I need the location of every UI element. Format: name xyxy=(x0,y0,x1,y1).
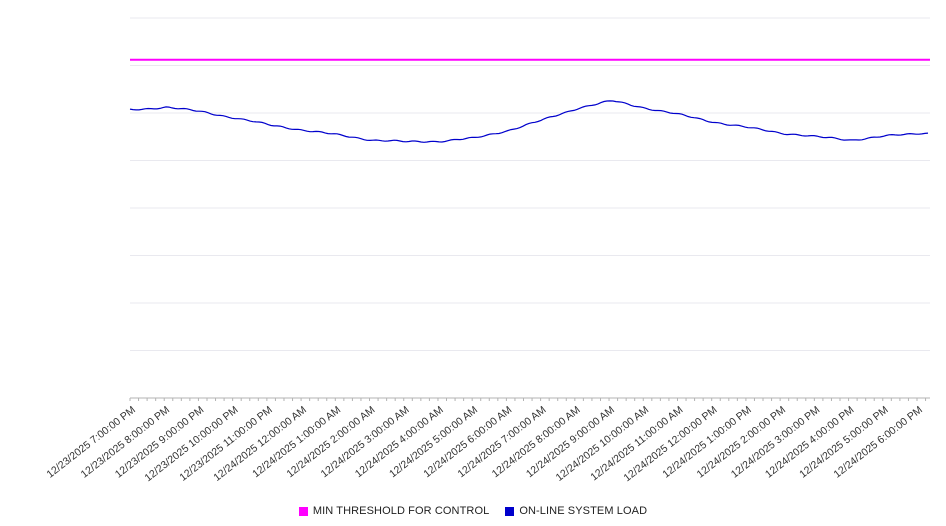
load-line xyxy=(129,100,929,143)
threshold-legend-swatch xyxy=(298,506,308,516)
threshold-legend-label: MIN THRESHOLD FOR CONTROL xyxy=(312,505,490,517)
legend-item-load[interactable]: ON-LINE SYSTEM LOAD xyxy=(505,505,647,517)
chart-legend: MIN THRESHOLD FOR CONTROL ON-LINE SYSTEM… xyxy=(0,505,946,517)
load-legend-swatch xyxy=(505,506,515,516)
legend-item-threshold[interactable]: MIN THRESHOLD FOR CONTROL xyxy=(298,505,490,517)
load-legend-label: ON-LINE SYSTEM LOAD xyxy=(519,505,648,517)
